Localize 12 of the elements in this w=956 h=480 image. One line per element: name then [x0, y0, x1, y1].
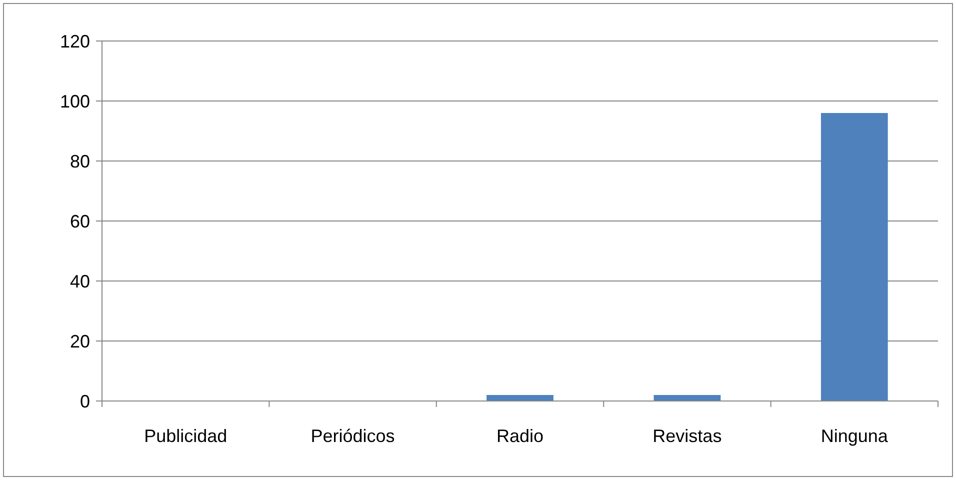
y-tick-label: 100 — [60, 91, 90, 112]
x-tick-label: Ninguna — [820, 426, 889, 446]
y-tick-label: 20 — [70, 331, 90, 352]
y-tick-label: 60 — [70, 211, 90, 232]
y-tick-label: 0 — [80, 391, 90, 412]
x-tick-label: Radio — [496, 426, 544, 446]
x-tick-label: Revistas — [652, 426, 722, 446]
y-tick-label: 40 — [70, 271, 90, 292]
x-tick-label: Periódicos — [310, 426, 395, 446]
y-tick-label: 80 — [70, 151, 90, 172]
y-tick-label: 120 — [60, 31, 90, 52]
x-tick-label: Publicidad — [144, 426, 228, 446]
